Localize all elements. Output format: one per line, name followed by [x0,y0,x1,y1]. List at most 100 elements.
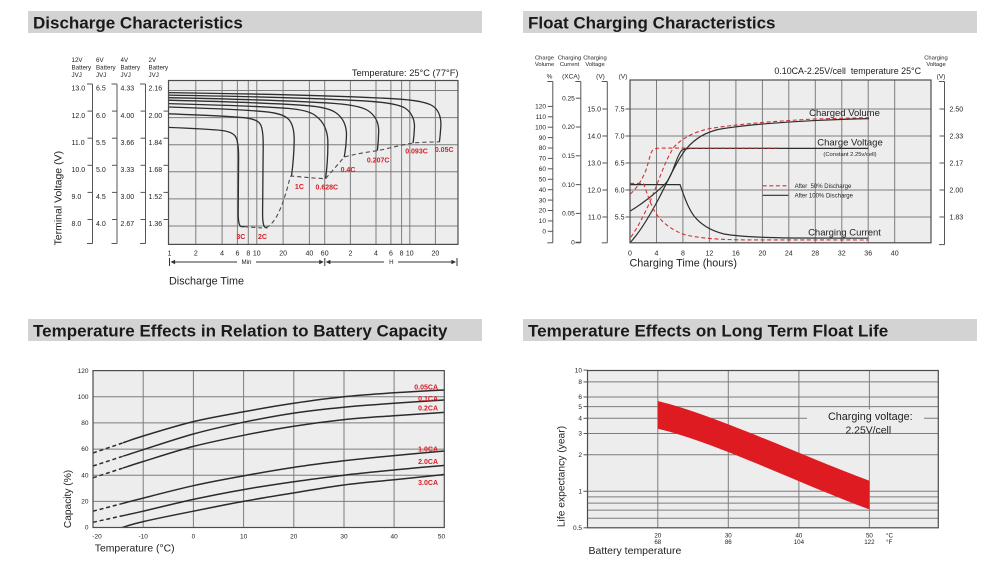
svg-text:60: 60 [81,446,89,453]
svg-text:3.00: 3.00 [121,194,135,201]
svg-text:10: 10 [575,367,583,374]
svg-text:6: 6 [389,251,393,258]
svg-text:100: 100 [535,124,546,131]
svg-text:0.207C: 0.207C [367,158,390,165]
svg-text:13.0: 13.0 [587,160,601,167]
svg-text:20: 20 [279,251,287,258]
svg-text:H: H [389,259,393,266]
svg-text:40: 40 [390,534,398,541]
svg-text:4.33: 4.33 [121,86,135,93]
svg-text:20: 20 [432,251,440,258]
svg-text:0: 0 [542,229,546,236]
svg-text:1C: 1C [295,184,304,191]
svg-text:70: 70 [539,156,547,163]
svg-text:40: 40 [306,251,314,258]
svg-text:36: 36 [864,250,872,257]
svg-text:1.83: 1.83 [950,214,964,221]
svg-text:Temperature Effects in Relatio: Temperature Effects in Relation to Batte… [33,321,448,340]
svg-text:3.66: 3.66 [121,140,135,147]
svg-text:Capacity (%): Capacity (%) [63,470,74,528]
svg-text:4: 4 [578,416,582,423]
svg-text:Voltage: Voltage [926,62,945,68]
svg-text:2: 2 [194,251,198,258]
svg-text:8: 8 [578,379,582,386]
svg-text:0: 0 [571,239,575,246]
svg-text:9.0: 9.0 [72,194,82,201]
svg-text:104: 104 [794,539,805,546]
svg-text:10: 10 [539,218,547,225]
svg-text:12: 12 [706,250,714,257]
svg-text:8.0: 8.0 [72,221,82,228]
svg-text:2.00: 2.00 [950,187,964,194]
svg-text:Battery temperature: Battery temperature [589,545,682,557]
svg-text:13.0: 13.0 [72,86,86,93]
svg-text:0.093C: 0.093C [405,149,428,156]
svg-text:10: 10 [240,534,248,541]
svg-text:JVJ: JVJ [121,72,131,79]
svg-text:2.17: 2.17 [950,160,964,167]
svg-text:30: 30 [539,197,547,204]
svg-text:Charging: Charging [558,56,582,62]
svg-text:3C: 3C [236,234,245,241]
svg-text:6.0: 6.0 [96,113,106,120]
svg-text:2.33: 2.33 [950,133,964,140]
svg-text:0.628C: 0.628C [316,185,339,192]
svg-text:4V: 4V [121,57,129,64]
svg-text:40: 40 [891,250,899,257]
svg-text:Float Charging Characteristics: Float Charging Characteristics [528,13,776,32]
svg-text:0.05: 0.05 [562,211,575,218]
svg-text:24: 24 [785,250,793,257]
svg-text:0.15: 0.15 [562,153,575,160]
svg-text:20: 20 [759,250,767,257]
svg-text:6: 6 [578,394,582,401]
svg-text:2.00: 2.00 [149,113,163,120]
svg-text:0.20: 0.20 [562,124,575,131]
svg-text:20: 20 [539,208,547,215]
svg-text:10.0: 10.0 [72,167,86,174]
svg-text:°C: °C [886,533,893,540]
svg-text:7.5: 7.5 [615,106,625,113]
svg-text:After 100% Discharge: After 100% Discharge [795,194,854,200]
svg-text:Discharge Time: Discharge Time [169,276,244,288]
svg-text:28: 28 [811,250,819,257]
svg-text:Charging voltage:: Charging voltage: [828,411,913,423]
svg-text:Charge: Charge [535,56,554,62]
svg-text:Life expectancy (year): Life expectancy (year) [556,426,567,527]
svg-text:110: 110 [536,114,547,121]
svg-text:-10: -10 [138,534,148,541]
svg-text:30: 30 [725,533,732,540]
svg-text:2: 2 [348,251,352,258]
svg-text:0.2CA: 0.2CA [418,405,438,412]
svg-text:0.1CA: 0.1CA [418,396,438,403]
svg-text:2.67: 2.67 [121,221,135,228]
svg-text:(Constant 2.25v/cell): (Constant 2.25v/cell) [823,152,876,158]
svg-text:(XCA): (XCA) [562,74,580,81]
svg-text:Terminal Voltage (V): Terminal Voltage (V) [53,151,65,246]
svg-text:20: 20 [654,533,661,540]
svg-text:Battery: Battery [96,65,117,72]
svg-text:6.5: 6.5 [96,86,106,93]
svg-text:4: 4 [655,250,659,257]
svg-text:11.0: 11.0 [588,214,601,221]
svg-text:0.4C: 0.4C [341,167,356,174]
svg-text:1.84: 1.84 [149,140,163,147]
svg-text:2.0CA: 2.0CA [418,459,438,466]
svg-text:5.0: 5.0 [96,167,106,174]
svg-text:0.10CA-2.25V/cell temperature: 0.10CA-2.25V/cell temperature 25°C [774,66,921,76]
svg-text:0.5: 0.5 [573,525,582,532]
svg-text:6.5: 6.5 [615,160,625,167]
svg-text:0: 0 [628,250,632,257]
svg-text:8: 8 [681,250,685,257]
svg-text:°F: °F [886,539,892,546]
svg-text:12V: 12V [72,57,84,64]
svg-text:120: 120 [535,104,546,111]
svg-text:Temperature Effects on Long Te: Temperature Effects on Long Term Float L… [528,321,888,340]
svg-text:4: 4 [374,251,378,258]
svg-text:4.0: 4.0 [96,221,106,228]
svg-text:122: 122 [864,539,875,546]
svg-text:Charged Volume: Charged Volume [809,108,880,119]
svg-text:0.05CA: 0.05CA [414,385,438,392]
svg-text:12.0: 12.0 [587,187,601,194]
svg-text:16: 16 [732,250,740,257]
svg-text:Discharge Characteristics: Discharge Characteristics [33,13,243,32]
